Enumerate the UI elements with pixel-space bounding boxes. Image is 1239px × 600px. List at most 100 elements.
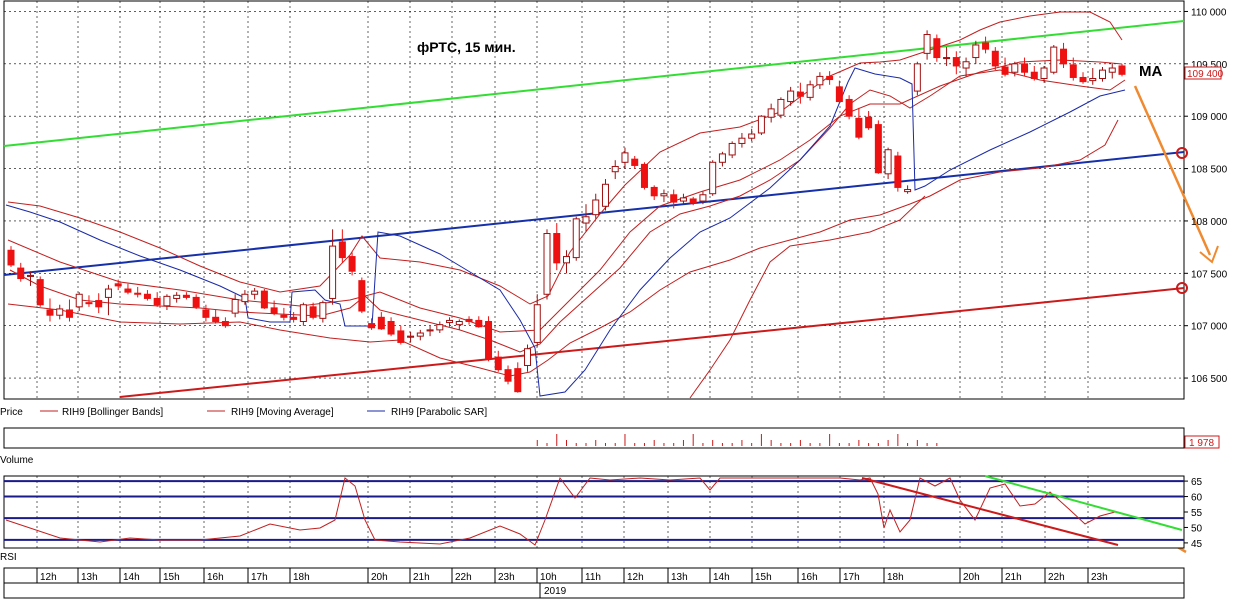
candle-body [1079,76,1087,83]
candle-body [709,161,717,195]
candle-body [962,61,970,69]
candle-body [202,309,210,318]
candle-body [426,329,434,332]
year-label: 2019 [544,586,567,597]
candle-body [738,137,746,144]
candle-body [319,302,327,319]
candle-body [124,288,132,293]
lower-channel-curve [689,195,926,399]
candle-body [416,332,424,337]
volume-panel [3,427,1185,449]
legend-price: Price [0,407,23,418]
candle-body [134,292,142,295]
candle-body [592,199,600,216]
rsi-tick-label: 65 [1191,477,1203,488]
candle-body [46,309,54,316]
candle-body [904,189,912,193]
candle-body [1099,69,1107,80]
candle-body [143,293,151,299]
candle-body [309,306,317,318]
candle-body [446,319,454,324]
bollinger-mid [7,59,1123,333]
time-tick-label: 16h [801,572,818,583]
rsi-tick-label: 50 [1191,523,1203,534]
rsi-tick-label: 55 [1191,508,1203,519]
candle-body [251,290,259,295]
candle-body [221,320,229,327]
time-tick-label: 14h [713,572,730,583]
candle-body [787,90,795,103]
time-tick-label: 16h [207,572,224,583]
candle-body [397,330,405,343]
candle-body [855,117,863,138]
candle-body [455,320,463,326]
candle-body [943,57,951,60]
candle-body [1118,65,1126,75]
candle-body [436,324,444,331]
candle-body [913,63,921,92]
candle-body [660,193,668,197]
candle-body [95,300,103,308]
candle-body [670,194,678,203]
candle-body [17,267,25,280]
candle-body [1050,46,1058,73]
price-tick-label: 107 000 [1191,322,1228,333]
candle-body [650,186,658,197]
last-price-label: 109 400 [1187,69,1224,80]
candle-body [338,241,346,259]
red-trendline [119,287,1185,398]
candle-body [1011,63,1019,73]
candle-body [621,152,629,163]
candle-body [582,216,590,224]
candle-body [465,318,473,322]
candle-body [757,115,765,134]
price-tick-label: 108 000 [1191,217,1228,228]
candle-body [874,124,882,174]
rsi-tick-label: 60 [1191,493,1203,504]
candle-body [601,183,609,207]
candle-body [748,133,756,139]
time-tick-label: 22h [455,572,472,583]
price-tick-label: 110 000 [1191,7,1227,18]
indicator-lines [5,11,1126,399]
candle-body [865,116,873,129]
candle-body [982,42,990,50]
time-tick-label: 11h [585,572,601,583]
rsi-line [5,476,1116,546]
forecast-arrow-price [1133,85,1212,256]
candle-body [26,274,34,277]
time-tick-label: 17h [843,572,860,583]
candle-body [475,319,483,328]
candle-body [923,34,931,54]
candle-body [718,153,726,163]
candle-body [826,75,834,81]
candle-body [543,233,551,295]
candle-body [173,294,181,299]
candle-body [104,288,112,298]
time-tick-label: 15h [163,572,180,583]
candle-body [699,194,707,202]
legend-sar: RIH9 [Parabolic SAR] [391,407,487,418]
volume-last-label: 1 978 [1189,438,1214,449]
candle-body [816,75,824,86]
candle-body [280,314,288,318]
candle-body [329,245,337,299]
legend: Price RIH9 [Bollinger Bands] RIH9 [Movin… [0,407,487,418]
candle-body [75,293,83,308]
trendline-anchor-upper [1176,147,1188,159]
candle-body [387,320,395,335]
forecast-arrowhead-price [1199,245,1219,264]
parabolic-sar [5,67,1126,397]
candle-body [894,155,902,188]
price-tick-label: 109 000 [1191,112,1228,123]
price-tick-label: 106 500 [1191,374,1228,385]
time-tick-label: 12h [627,572,644,583]
volume-label: Volume [0,455,34,466]
candle-body [524,348,532,366]
candle-body [290,316,298,320]
candle-body [1001,66,1009,75]
candle-body [972,44,980,59]
candle-body [241,293,249,303]
candle-body [806,84,814,98]
